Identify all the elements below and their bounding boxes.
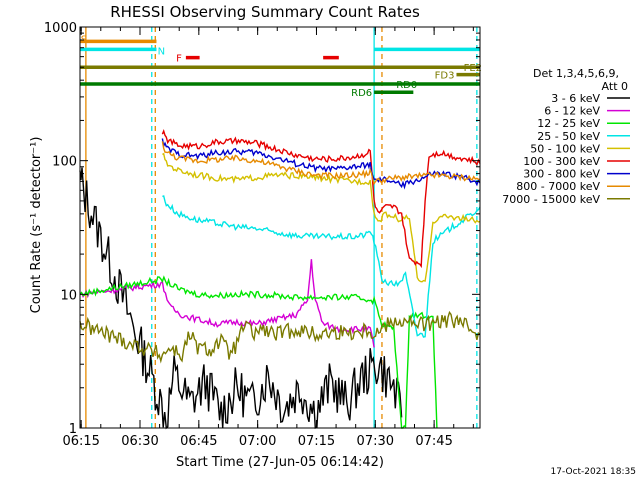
series-line-800-7000-kev <box>161 141 481 186</box>
legend-label-6-12-kev: 6 - 12 keV <box>544 105 600 118</box>
series-line-7000-15000-kev <box>79 310 481 364</box>
flag-label-fe2: FE2 <box>464 63 482 74</box>
x-tick-label-0645: 06:45 <box>180 434 217 449</box>
x-tick-label-0730: 07:30 <box>357 434 394 449</box>
legend-label-300-800-kev: 300 - 800 keV <box>523 168 600 181</box>
legend-label-50-100-kev: 50 - 100 keV <box>530 142 600 155</box>
series-line-50-100-kev <box>162 152 481 283</box>
legend-header-line-0: Det 1,3,4,5,6,9, <box>533 67 619 80</box>
flag-label-rd0: RD0 <box>396 80 417 91</box>
legend-label-800-7000-kev: 800 - 7000 keV <box>516 180 600 193</box>
y-tick-label-1: 1 <box>69 422 77 437</box>
x-tick-label-0700: 07:00 <box>239 434 276 449</box>
series-line-300-800-kev <box>161 138 481 190</box>
legend-label-25-50-kev: 25 - 50 keV <box>537 130 600 143</box>
x-axis-label: Start Time (27-Jun-05 06:14:42) <box>176 455 384 470</box>
series-line-12-25-kev <box>79 275 438 429</box>
legend-label-7000-15000-kev: 7000 - 15000 keV <box>502 193 600 206</box>
x-tick-label-0745: 07:45 <box>415 434 452 449</box>
y-tick-label-100: 100 <box>52 155 77 170</box>
series-line-3-6-kev <box>79 167 403 430</box>
y-axis-label: Count Rate (s⁻¹ detector⁻¹) <box>29 137 44 314</box>
flag-label-f: F <box>176 54 182 65</box>
y-tick-label-10: 10 <box>60 288 77 303</box>
legend-label-12-25-kev: 12 - 25 keV <box>537 117 600 130</box>
x-tick-label-0630: 06:30 <box>121 434 158 449</box>
flag-label-fd3: FD3 <box>435 71 455 82</box>
flag-label-n: N <box>158 46 165 57</box>
series-line-6-12-kev <box>79 259 375 348</box>
flag-label-rd6: RD6 <box>351 88 372 99</box>
y-tick-label-1000: 1000 <box>44 21 77 36</box>
series-line-100-300-kev <box>161 129 481 269</box>
plot-frame <box>79 26 481 429</box>
chart-title: RHESSI Observing Summary Count Rates <box>110 3 420 21</box>
legend-label-100-300-kev: 100 - 300 keV <box>523 155 600 168</box>
x-tick-label-0715: 07:15 <box>298 434 335 449</box>
legend-header-line-1: Att 0 <box>602 80 628 93</box>
x-tick-label-0615: 06:15 <box>62 434 99 449</box>
legend-label-3-6-kev: 3 - 6 keV <box>551 92 600 105</box>
timestamp: 17-Oct-2021 18:35 <box>551 467 636 477</box>
